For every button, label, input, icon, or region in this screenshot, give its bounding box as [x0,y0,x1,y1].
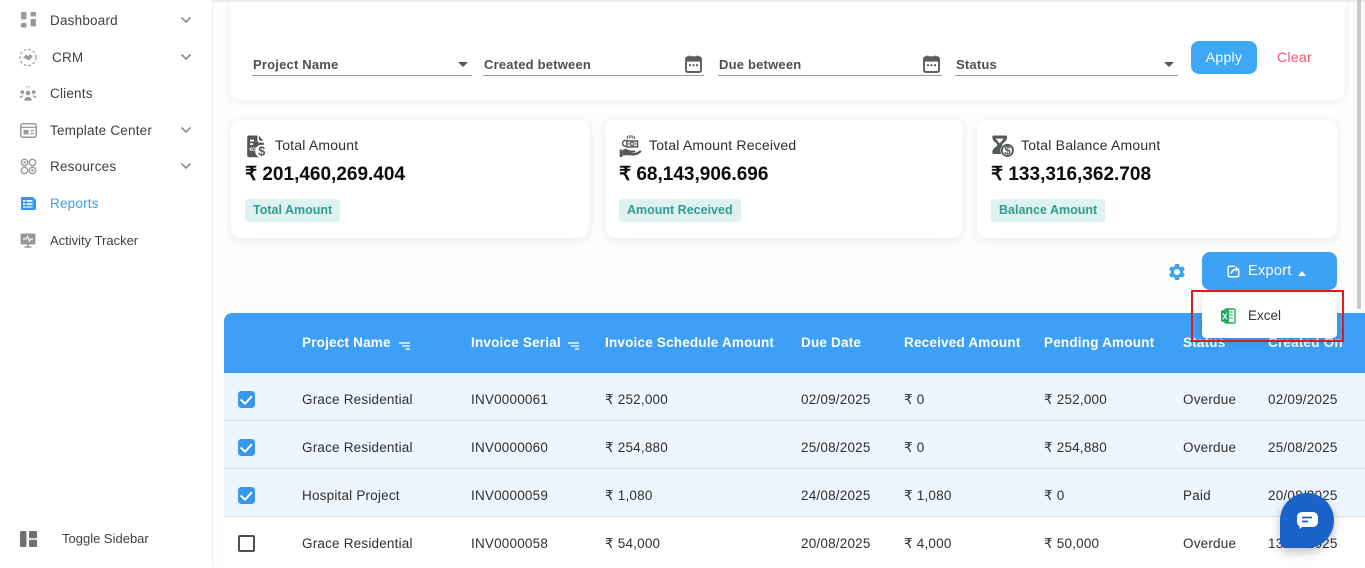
svg-text:$: $ [258,145,265,158]
svg-text:$: $ [1004,146,1011,158]
svg-text:***: *** [25,85,31,91]
